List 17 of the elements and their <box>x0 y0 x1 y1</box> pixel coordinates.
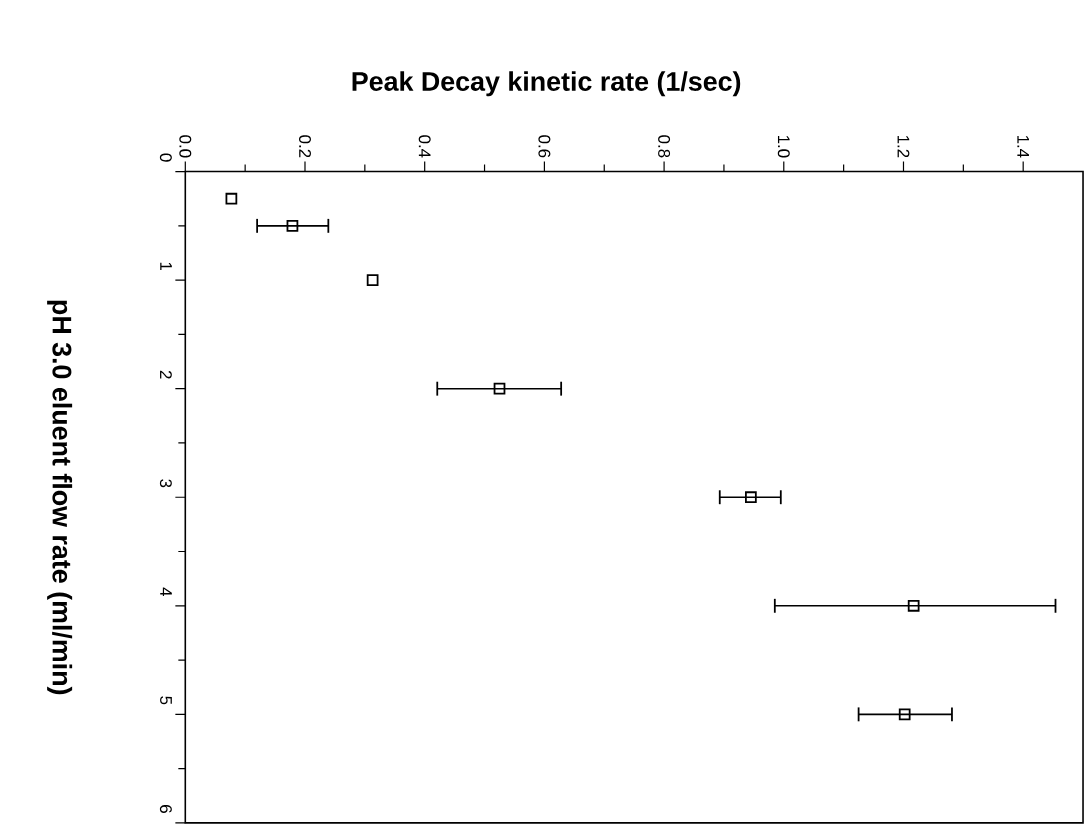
y-tick-label: 4 <box>160 587 172 597</box>
y-tick-label: 2 <box>160 370 172 379</box>
x-tick-label: 0.0 <box>179 135 192 158</box>
y-tick-label: 6 <box>159 805 172 813</box>
x-tick-label: 0.6 <box>538 135 551 158</box>
x-tick-label: 1.4 <box>1017 135 1029 158</box>
x-tick-label: 0.8 <box>658 135 671 158</box>
x-tick-label: 1.2 <box>897 135 910 158</box>
x-tick-label: 0.2 <box>299 135 311 158</box>
x-axis-title: Peak Decay kinetic rate (1/sec) <box>352 71 741 97</box>
x-tick-label: 1.0 <box>777 135 790 158</box>
y-tick-label: 5 <box>160 696 172 705</box>
y-tick-label: 3 <box>159 479 172 488</box>
y-tick-label: 0 <box>159 153 172 162</box>
y-axis-title: pH 3.0 eluent flow rate (ml/min) <box>47 300 73 695</box>
x-tick-label: 0.4 <box>418 135 431 158</box>
y-tick-label: 1 <box>160 262 172 271</box>
